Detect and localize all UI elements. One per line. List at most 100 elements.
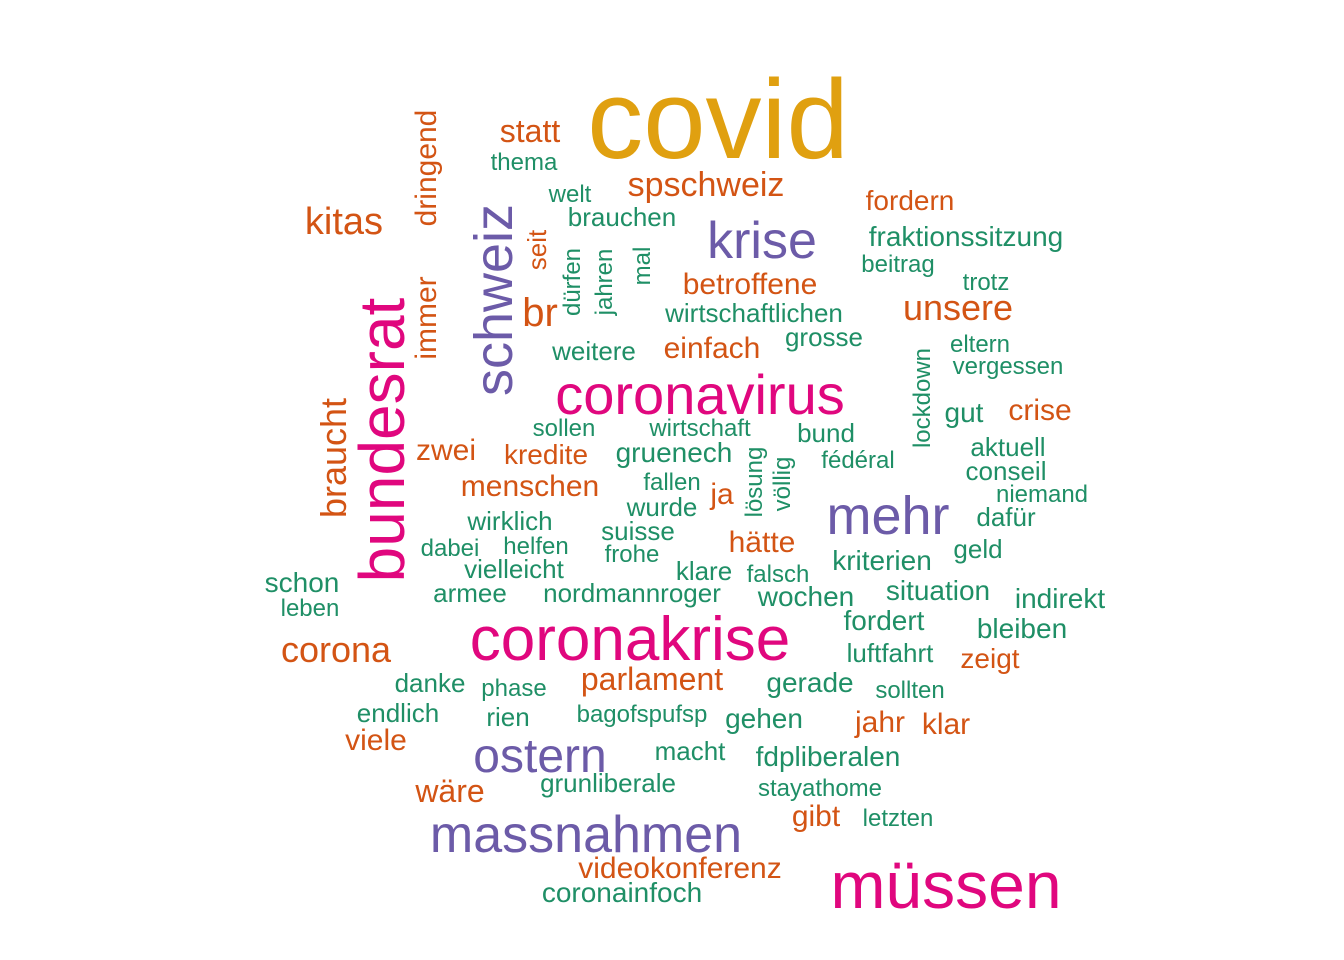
word-vergessen: vergessen — [953, 353, 1064, 380]
word-krise: krise — [707, 212, 817, 270]
word-crise: crise — [1008, 394, 1071, 427]
word-niemand: niemand — [996, 481, 1088, 508]
word-thema: thema — [491, 149, 558, 176]
word-spschweiz: spschweiz — [628, 166, 785, 204]
word-coronavirus: coronavirus — [555, 363, 844, 426]
word-videokonferenz: videokonferenz — [578, 852, 781, 885]
word-menschen: menschen — [461, 470, 599, 503]
word-situation: situation — [886, 575, 990, 606]
word-zeigt: zeigt — [960, 643, 1019, 674]
word-kitas: kitas — [305, 201, 383, 243]
word-kredite: kredite — [504, 439, 588, 470]
word-fordert: fordert — [844, 605, 925, 636]
word-müssen: müssen — [830, 848, 1061, 922]
word-fordern: fordern — [866, 185, 955, 216]
word-br: br — [522, 291, 558, 335]
word-phase: phase — [481, 675, 546, 702]
word-massnahmen: massnahmen — [430, 806, 742, 864]
word-jahr: jahr — [854, 706, 905, 739]
word-letzten: letzten — [863, 805, 934, 832]
word-vielleicht: vielleicht — [464, 554, 564, 584]
word-lösung: lösung — [741, 447, 768, 518]
word-luftfahrt: luftfahrt — [847, 638, 934, 668]
word-schweiz: schweiz — [464, 204, 524, 396]
word-sollten: sollten — [875, 677, 944, 704]
word-stayathome: stayathome — [758, 775, 882, 802]
word-aktuell: aktuell — [970, 432, 1045, 462]
word-völlig: völlig — [769, 457, 796, 512]
word-dafür: dafür — [976, 502, 1036, 532]
word-grunliberale: grunliberale — [540, 768, 676, 798]
word-beitrag: beitrag — [861, 251, 934, 278]
word-viele: viele — [345, 724, 407, 757]
word-corona: corona — [281, 629, 392, 670]
word-wirtschaft: wirtschaft — [648, 415, 751, 442]
word-wirtschaftlichen: wirtschaftlichen — [664, 298, 843, 328]
word-ostern: ostern — [473, 730, 606, 783]
word-macht: macht — [655, 736, 727, 766]
word-frohe: frohe — [605, 541, 660, 568]
word-mal: mal — [629, 247, 656, 286]
word-coronakrise: coronakrise — [470, 605, 790, 674]
word-wäre: wäre — [414, 773, 484, 809]
word-unsere: unsere — [903, 287, 1013, 328]
word-eltern: eltern — [950, 331, 1010, 358]
word-zwei: zwei — [416, 434, 476, 467]
word-statt: statt — [500, 113, 561, 149]
word-mehr: mehr — [826, 486, 949, 546]
word-welt: welt — [548, 181, 592, 208]
word-bleiben: bleiben — [977, 613, 1067, 644]
word-geld: geld — [953, 534, 1002, 564]
word-rien: rien — [486, 702, 529, 732]
word-brauchen: brauchen — [568, 202, 676, 232]
word-seit: seit — [522, 229, 552, 270]
word-fdpliberalen: fdpliberalen — [756, 741, 901, 772]
word-gut: gut — [945, 397, 984, 428]
word-fallen: fallen — [643, 469, 700, 496]
word-nordmannroger: nordmannroger — [543, 578, 721, 608]
word-dabei: dabei — [421, 535, 480, 562]
word-wurde: wurde — [626, 492, 698, 522]
word-wirklich: wirklich — [466, 506, 552, 536]
word-falsch: falsch — [747, 561, 810, 588]
word-sollen: sollen — [533, 415, 596, 442]
word-parlament: parlament — [581, 661, 723, 697]
word-jahren: jahren — [591, 249, 618, 317]
word-grosse: grosse — [785, 322, 863, 352]
word-gerade: gerade — [766, 667, 853, 698]
word-braucht: braucht — [313, 398, 354, 518]
word-indirekt: indirekt — [1015, 583, 1105, 614]
word-gruenech: gruenech — [616, 437, 733, 468]
word-covid: covid — [587, 57, 848, 182]
word-coronainfoch: coronainfoch — [542, 877, 702, 908]
word-armee: armee — [433, 578, 507, 608]
word-fraktionssitzung: fraktionssitzung — [869, 221, 1064, 252]
word-helfen: helfen — [503, 533, 568, 560]
word-suisse: suisse — [601, 516, 675, 546]
word-dürfen: dürfen — [559, 248, 586, 316]
word-bundesrat: bundesrat — [346, 297, 418, 582]
word-endlich: endlich — [357, 698, 439, 728]
word-fédéral: fédéral — [821, 447, 894, 474]
word-einfach: einfach — [664, 332, 761, 365]
word-schon: schon — [265, 567, 340, 598]
word-conseil: conseil — [966, 456, 1047, 486]
word-danke: danke — [395, 668, 466, 698]
word-dringend: dringend — [410, 110, 443, 227]
word-trotz: trotz — [963, 269, 1010, 296]
word-klare: klare — [676, 556, 732, 586]
word-betroffene: betroffene — [683, 268, 818, 301]
word-bund: bund — [797, 418, 855, 448]
word-lockdown: lockdown — [909, 348, 936, 448]
word-gibt: gibt — [792, 800, 841, 833]
word-leben: leben — [281, 595, 340, 622]
word-weitere: weitere — [551, 336, 636, 366]
word-ja: ja — [709, 478, 734, 511]
word-hätte: hätte — [729, 526, 796, 559]
word-kriterien: kriterien — [832, 545, 932, 576]
word-immer: immer — [410, 276, 443, 359]
word-bagofspufsp: bagofspufsp — [577, 701, 708, 728]
word-gehen: gehen — [725, 703, 803, 734]
word-wochen: wochen — [757, 581, 855, 612]
